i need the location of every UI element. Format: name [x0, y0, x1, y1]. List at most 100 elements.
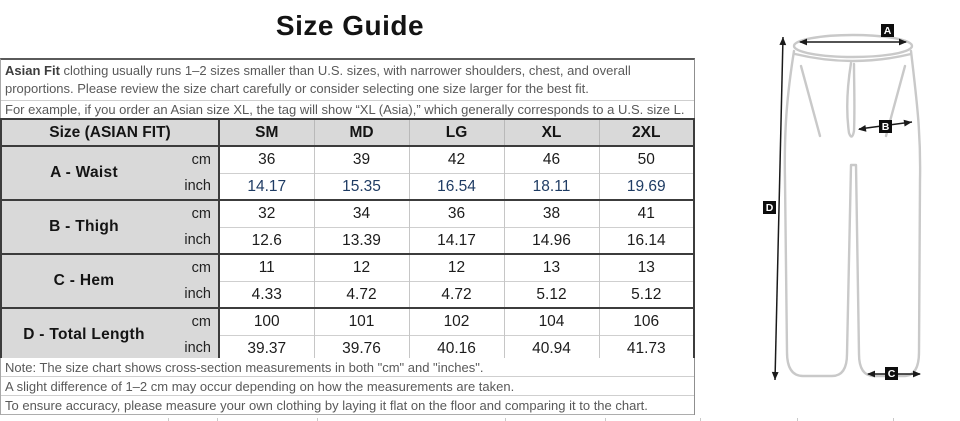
inch-value-cell: 39.37 — [218, 335, 314, 362]
table-row-inch: 14.17 15.35 16.54 18.11 19.69 — [1, 173, 694, 200]
length-arrowhead-top — [779, 37, 787, 46]
note-line: To ensure accuracy, please measure your … — [1, 396, 694, 415]
unit-labels: cm inch — [166, 147, 218, 199]
note-line: Note: The size chart shows cross-section… — [1, 358, 694, 377]
cm-value-cell: 13 — [598, 253, 694, 282]
inch-value-cell: 14.17 — [218, 173, 314, 200]
inch-value-cell: 5.12 — [598, 281, 694, 308]
cm-value-cell: 36 — [218, 145, 314, 174]
inch-value-cell: 4.72 — [313, 281, 409, 308]
intro-section: Asian Fit clothing usually runs 1–2 size… — [0, 58, 695, 119]
table-corner-header: Size (ASIAN FIT) — [1, 119, 220, 147]
table-row-inch: 39.37 39.76 40.16 40.94 41.73 — [1, 335, 694, 362]
measure-group-name: B - Thigh — [49, 218, 119, 235]
inch-value-cell: 16.14 — [598, 227, 694, 254]
cropped-grid-line — [217, 418, 218, 421]
cm-value-cell: 13 — [503, 253, 599, 282]
cm-value-cell: 36 — [408, 199, 504, 228]
marker-a-label: A — [884, 25, 892, 37]
cm-value-cell: 106 — [598, 307, 694, 336]
unit-labels: cm inch — [166, 309, 218, 361]
cm-value-cell: 12 — [408, 253, 504, 282]
pants-diagram: A B C D — [700, 0, 960, 421]
measure-group-name: C - Hem — [53, 272, 115, 289]
thigh-arrowhead-left — [858, 125, 867, 132]
unit-label: inch — [184, 340, 211, 356]
cropped-grid-line — [797, 418, 798, 421]
inch-value-cell: 5.12 — [503, 281, 599, 308]
cropped-grid-line — [605, 418, 606, 421]
measure-group-wrap: B - Thigh cm inch — [2, 201, 218, 253]
marker-c-box — [885, 367, 898, 380]
notes-section: Note: The size chart shows cross-section… — [0, 358, 695, 415]
fly-seam — [846, 61, 856, 138]
table-row-cm: C - Hem cm inch 11 12 12 13 13 — [1, 253, 694, 308]
page-title: Size Guide — [275, 10, 425, 41]
measure-group-label-cell: A - Waist cm inch — [1, 145, 220, 200]
pants-body — [783, 49, 922, 378]
inch-value-cell: 14.96 — [503, 227, 599, 254]
cm-value-cell: 50 — [598, 145, 694, 174]
marker-b-label: B — [882, 121, 890, 133]
note-line: A slight difference of 1–2 cm may occur … — [1, 377, 694, 396]
unit-label: cm — [191, 260, 211, 276]
table-row-cm: B - Thigh cm inch 32 34 36 38 41 — [1, 199, 694, 254]
marker-a-box — [881, 24, 894, 37]
cm-value-cell: 102 — [408, 307, 504, 336]
waistband-opening — [792, 33, 914, 59]
table-row-inch: 4.33 4.72 4.72 5.12 5.12 — [1, 281, 694, 308]
unit-label: cm — [191, 314, 211, 330]
pants-outline — [783, 33, 922, 378]
inch-value-cell: 40.94 — [503, 335, 599, 362]
cropped-grid-line — [700, 418, 701, 421]
waist-arrowhead-right — [899, 38, 907, 46]
unit-labels: cm inch — [166, 255, 218, 307]
intro-paragraph-text: clothing usually runs 1–2 sizes smaller … — [5, 63, 631, 96]
inch-value-cell: 15.35 — [313, 173, 409, 200]
inch-value-cell: 39.76 — [313, 335, 409, 362]
inch-value-cell: 14.17 — [408, 227, 504, 254]
table-row-inch: 12.6 13.39 14.17 14.96 16.14 — [1, 227, 694, 254]
size-column-header: SM — [218, 119, 314, 147]
unit-label: inch — [184, 178, 211, 194]
size-table-body: A - Waist cm inch 36 39 42 46 50 14.17 15.35 16.54… — [1, 145, 694, 362]
cm-value-cell: 34 — [313, 199, 409, 228]
unit-label: cm — [191, 152, 211, 168]
cm-value-cell: 101 — [313, 307, 409, 336]
size-column-header: LG — [408, 119, 504, 147]
thigh-arrowhead-right — [903, 119, 912, 127]
intro-paragraph: Asian Fit clothing usually runs 1–2 size… — [1, 60, 694, 101]
dimension-markers: A B C D — [763, 24, 898, 380]
measure-group-label-cell: C - Hem cm inch — [1, 253, 220, 308]
size-column-header: XL — [503, 119, 599, 147]
intro-lead: Asian Fit — [5, 63, 60, 78]
cm-value-cell: 100 — [218, 307, 314, 336]
inch-value-cell: 12.6 — [218, 227, 314, 254]
cm-value-cell: 42 — [408, 145, 504, 174]
length-arrowhead-bottom — [771, 371, 779, 380]
unit-label: inch — [184, 232, 211, 248]
intro-example-line: For example, if you order an Asian size … — [5, 102, 685, 117]
measure-group-wrap: A - Waist cm inch — [2, 147, 218, 199]
inch-value-cell: 13.39 — [313, 227, 409, 254]
dimension-arrows — [771, 36, 921, 381]
marker-d-box — [763, 201, 776, 214]
measure-group-wrap: C - Hem cm inch — [2, 255, 218, 307]
measure-group-name: D - Total Length — [23, 326, 145, 343]
cm-value-cell: 46 — [503, 145, 599, 174]
size-chart-table: Size (ASIAN FIT) SM MD LG XL 2XL A - Waist cm… — [0, 118, 695, 363]
unit-label: inch — [184, 286, 211, 302]
size-column-header: 2XL — [598, 119, 694, 147]
inch-value-cell: 19.69 — [598, 173, 694, 200]
cm-value-cell: 104 — [503, 307, 599, 336]
waistband-seam — [793, 52, 913, 63]
size-column-header: MD — [313, 119, 409, 147]
cropped-grid-line — [317, 418, 318, 421]
measure-group-label-cell: D - Total Length cm inch — [1, 307, 220, 362]
cropped-grid-line — [893, 418, 894, 421]
measure-group-label-cell: B - Thigh cm inch — [1, 199, 220, 254]
inch-value-cell: 18.11 — [503, 173, 599, 200]
marker-c-label: C — [888, 368, 896, 380]
length-arrow — [774, 36, 784, 381]
